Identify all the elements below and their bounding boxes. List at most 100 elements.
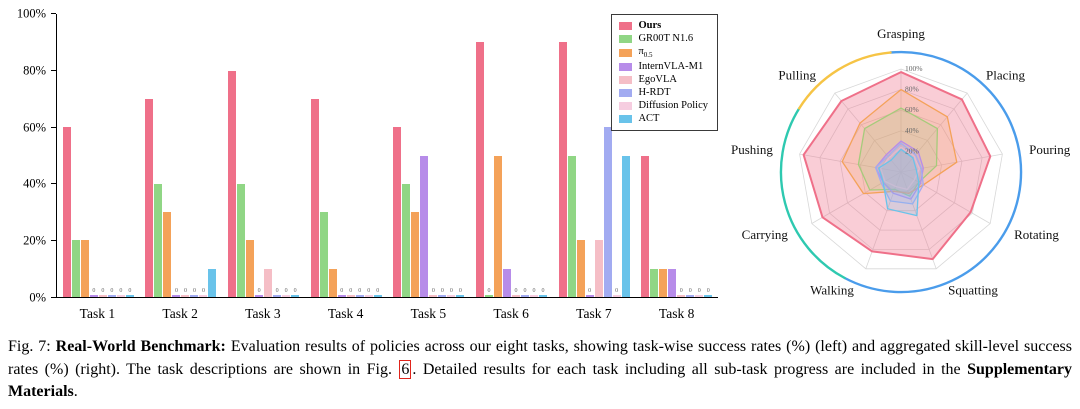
bar-wrap: 0 [199, 14, 208, 297]
bar-value-label: 0 [174, 288, 178, 294]
bar-wrap [62, 14, 71, 297]
bar-wrap [328, 14, 337, 297]
bar-wrap: 0 [291, 14, 300, 297]
bar-wrap [393, 14, 402, 297]
bar-wrap: 0 [346, 14, 355, 297]
radar-axis-label-pushing: Pushing [731, 142, 773, 157]
bar-wrap [558, 14, 567, 297]
bar-internvla-m1-task-6 [502, 268, 511, 297]
radar-spoke [900, 171, 937, 269]
bar-wrap [493, 14, 502, 297]
bar-wrap [163, 14, 172, 297]
y-tick-label: 40% [23, 176, 46, 191]
bar-wrap [264, 14, 273, 297]
bar-ours-task-2 [145, 98, 154, 297]
bar-wrap [594, 14, 603, 297]
bar-wrap: 0 [98, 14, 107, 297]
caption-period: . [73, 383, 78, 401]
legend-label: GR00T N1.6 [638, 33, 694, 44]
bar-value-label: 0 [349, 288, 353, 294]
bar-wrap [659, 14, 668, 297]
bar-h-rdt-task-4 [355, 295, 364, 297]
radar-axis-label-pulling: Pulling [778, 68, 816, 83]
bar-wrap [71, 14, 80, 297]
bar-wrap [502, 14, 511, 297]
legend-swatch-diffusion-policy [619, 101, 633, 110]
legend-swatch-ours [619, 21, 633, 30]
bar-value-label: 0 [183, 288, 187, 294]
bar-chart-y-axis: 0% 20% 40% 60% 80% 100% [10, 7, 56, 305]
bar-wrap [650, 14, 659, 297]
bar-egovla-task-7 [594, 240, 603, 297]
radar-svg: 20% 40% 60% 80% 100% Grasping Placing Pouring Ro… [731, 26, 1071, 297]
bar-egovla-task-8 [677, 295, 686, 297]
legend-item-pi0-5: π0.5 [619, 46, 708, 59]
legend-item-h-rdt: H-RDT [619, 87, 708, 98]
radar-outer-arc-blue [843, 50, 1023, 294]
radar-axis-label-rotating: Rotating [1014, 227, 1059, 242]
bar-value-label: 0 [449, 288, 453, 294]
bar-gr00t-n1-6-task-1 [71, 240, 80, 297]
bar-value-label: 0 [110, 288, 114, 294]
legend-label: Ours [638, 20, 662, 31]
bar-act-task-5 [456, 295, 465, 297]
bar-wrap: 0 [529, 14, 538, 297]
bar-value-label: 0 [588, 288, 592, 294]
bar-pi0-5-task-8 [659, 268, 668, 297]
bar-wrap: 0 [447, 14, 456, 297]
radar-spoke [900, 153, 1003, 173]
bar-value-label: 0 [201, 288, 205, 294]
bar-ours-task-1 [62, 127, 71, 297]
bar-gr00t-n1-6-task-3 [237, 183, 246, 297]
radar-grid-ring [859, 130, 943, 212]
bar-diffusion-policy-task-8 [695, 295, 704, 297]
bar-act-task-1 [125, 295, 134, 297]
bar-diffusion-policy-task-5 [447, 295, 456, 297]
legend-item-act: ACT [619, 113, 708, 124]
bar-value-label: 0 [431, 288, 435, 294]
bar-h-rdt-task-2 [190, 295, 199, 297]
bar-wrap [621, 14, 630, 297]
bar-wrap: 0 [125, 14, 134, 297]
radar-ring-tick-label: 60% [905, 105, 919, 114]
bar-wrap: 0 [511, 14, 520, 297]
bar-wrap: 0 [364, 14, 373, 297]
bar-value-label: 0 [440, 288, 444, 294]
bar-ours-task-6 [475, 42, 484, 297]
bar-internvla-m1-task-5 [420, 155, 429, 297]
x-tick-label-task-3: Task 3 [245, 306, 281, 321]
bar-wrap: 0 [695, 14, 704, 297]
caption-supplementary: Supplementary Materials [8, 360, 1073, 401]
fig6-reference-link[interactable]: 6 [399, 359, 412, 379]
legend-swatch-h-rdt [619, 88, 633, 97]
radar-ring-tick-label: 100% [905, 64, 923, 73]
bar-h-rdt-task-7 [603, 127, 612, 297]
bar-wrap: 0 [429, 14, 438, 297]
radar-spoke [900, 171, 991, 224]
radar-series-pi0-5 [841, 88, 958, 195]
bar-chart-legend: Ours GR00T N1.6 π0.5 InternVLA-M1 EgoVLA H-RD… [611, 14, 718, 132]
bar-wrap [420, 14, 429, 297]
bar-wrap: 0 [273, 14, 282, 297]
bar-act-task-8 [704, 295, 713, 297]
x-tick-label-task-5: Task 5 [410, 306, 447, 321]
bar-diffusion-policy-task-2 [199, 295, 208, 297]
bar-wrap: 0 [89, 14, 98, 297]
bar-pi0-5-task-6 [493, 155, 502, 297]
bar-value-label: 0 [192, 288, 196, 294]
bar-diffusion-policy-task-7 [612, 295, 621, 297]
legend-label: ACT [638, 113, 660, 125]
legend-swatch-pi0-5 [619, 48, 633, 57]
bar-wrap [475, 14, 484, 297]
bar-wrap [228, 14, 237, 297]
bar-ours-task-7 [558, 42, 567, 297]
bar-wrap: 0 [255, 14, 264, 297]
x-tick-label-task-7: Task 7 [576, 306, 612, 321]
legend-label: π0.5 [638, 46, 653, 60]
bar-value-label: 0 [706, 288, 710, 294]
y-tick-mark [51, 240, 56, 242]
bar-value-label: 0 [376, 288, 380, 294]
